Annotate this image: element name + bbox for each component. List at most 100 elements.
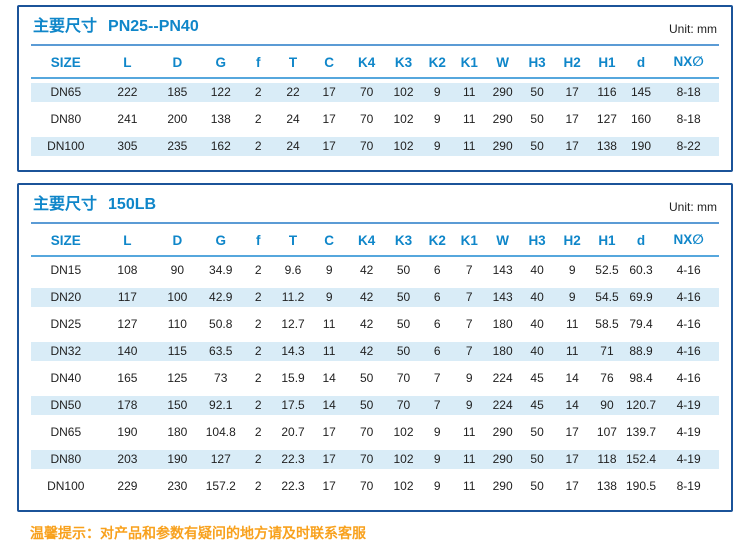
cell-k3: 102 xyxy=(393,425,414,439)
cell-k2: 6 xyxy=(421,284,454,311)
cell-size: DN40 xyxy=(50,371,82,385)
cell-k4: 70 xyxy=(347,78,386,106)
cell-nx: 4-16 xyxy=(676,263,701,277)
cell-d: 88.9 xyxy=(623,338,659,365)
table-title-suffix: PN25--PN40 xyxy=(108,18,199,35)
cell-k1: 9 xyxy=(465,371,473,385)
cell-h1: 127 xyxy=(596,112,617,126)
cell-t: 14.3 xyxy=(275,338,311,365)
column-header-f: f xyxy=(241,224,276,257)
cell-k2: 6 xyxy=(421,338,454,365)
cell-h3: 45 xyxy=(530,371,544,385)
cell-k2: 9 xyxy=(421,446,454,473)
cell-l: 140 xyxy=(100,338,155,365)
column-header-k3: K3 xyxy=(385,224,422,257)
cell-w: 290 xyxy=(485,133,520,160)
cell-d: 200 xyxy=(167,112,188,126)
column-header-k1: K1 xyxy=(453,46,486,79)
table-title-prefix: 主要尺寸 xyxy=(33,18,98,35)
cell-t: 17.5 xyxy=(275,392,311,419)
cell-k2: 9 xyxy=(421,133,454,160)
column-header-h3: H3 xyxy=(519,46,555,79)
cell-h1: 71 xyxy=(590,338,624,365)
cell-h1: 107 xyxy=(596,425,617,439)
cell-w: 290 xyxy=(492,425,513,439)
cell-k2: 6 xyxy=(433,263,441,277)
column-header-h2: H2 xyxy=(554,224,591,257)
cell-k4: 42 xyxy=(347,284,386,311)
cell-k2: 9 xyxy=(433,425,441,439)
cell-k1: 9 xyxy=(453,392,486,419)
cell-k1: 7 xyxy=(453,338,486,365)
cell-c: 17 xyxy=(322,112,336,126)
cell-d: 180 xyxy=(167,425,188,439)
cell-w: 290 xyxy=(492,112,513,126)
column-header-nx: NX∅ xyxy=(658,224,719,257)
cell-k3: 50 xyxy=(385,284,422,311)
cell-f: 2 xyxy=(241,446,276,473)
column-header-w: W xyxy=(485,224,520,257)
cell-l: 222 xyxy=(100,78,155,106)
column-header-d: d xyxy=(623,224,659,257)
table-body: DN65 222 185 122 2 22 17 70 102 9 11 290 50 17 116 145 8… xyxy=(31,78,719,160)
cell-d: 115 xyxy=(154,338,201,365)
cell-k4: 50 xyxy=(360,371,374,385)
cell-c: 17 xyxy=(310,133,348,160)
table-title: 主要尺寸 150LB xyxy=(33,195,156,215)
cell-f: 2 xyxy=(254,112,262,126)
cell-k4: 42 xyxy=(347,338,386,365)
cell-l: 241 xyxy=(117,112,138,126)
column-header-size: SIZE xyxy=(31,224,101,257)
cell-h2: 11 xyxy=(554,338,591,365)
cell-t: 22.3 xyxy=(275,446,311,473)
cell-size: DN32 xyxy=(31,338,101,365)
cell-nx: 4-19 xyxy=(658,392,719,419)
cell-size: DN50 xyxy=(31,392,101,419)
cell-d: 235 xyxy=(154,133,201,160)
cell-h2: 17 xyxy=(565,112,579,126)
cell-k3: 50 xyxy=(385,338,422,365)
cell-h3: 50 xyxy=(519,133,555,160)
cell-l: 305 xyxy=(100,133,155,160)
table-title-bar: 主要尺寸 PN25--PN40 Unit: mm xyxy=(31,7,719,46)
cell-h1: 58.5 xyxy=(595,317,619,331)
cell-d: 120.7 xyxy=(623,392,659,419)
cell-g: 104.8 xyxy=(205,425,236,439)
cell-f: 2 xyxy=(254,263,262,277)
cell-c: 17 xyxy=(322,425,336,439)
cell-f: 2 xyxy=(254,425,262,439)
cell-nx: 8-19 xyxy=(676,479,701,493)
cell-h3: 45 xyxy=(519,392,555,419)
cell-k2: 9 xyxy=(421,78,454,106)
cell-c: 17 xyxy=(310,78,348,106)
table-title: 主要尺寸 PN25--PN40 xyxy=(33,17,199,37)
cell-w: 143 xyxy=(492,263,513,277)
cell-k2: 9 xyxy=(433,479,441,493)
table-row-dn32: DN32 140 115 63.5 2 14.3 11 42 50 6 7 180 40 11 71 88.9… xyxy=(31,338,719,365)
cell-size: DN80 xyxy=(50,112,82,126)
cell-w: 290 xyxy=(485,78,520,106)
cell-d: 110 xyxy=(167,317,187,331)
cell-k2: 7 xyxy=(421,392,454,419)
cell-h3: 40 xyxy=(519,338,555,365)
column-header-k3: K3 xyxy=(385,46,422,79)
cell-nx: 8-18 xyxy=(676,112,701,126)
cell-h2: 11 xyxy=(565,317,579,331)
cell-c: 9 xyxy=(325,263,333,277)
cell-h2: 17 xyxy=(554,446,591,473)
column-header-k2: K2 xyxy=(421,224,454,257)
cell-h3: 40 xyxy=(530,263,544,277)
cell-k3: 102 xyxy=(385,446,422,473)
column-header-g: G xyxy=(200,46,242,79)
column-header-h2: H2 xyxy=(554,46,591,79)
cell-l: 229 xyxy=(117,479,138,493)
column-header-w: W xyxy=(485,46,520,79)
cell-t: 12.7 xyxy=(281,317,305,331)
cell-g: 138 xyxy=(210,112,231,126)
cell-t: 22.3 xyxy=(281,479,305,493)
